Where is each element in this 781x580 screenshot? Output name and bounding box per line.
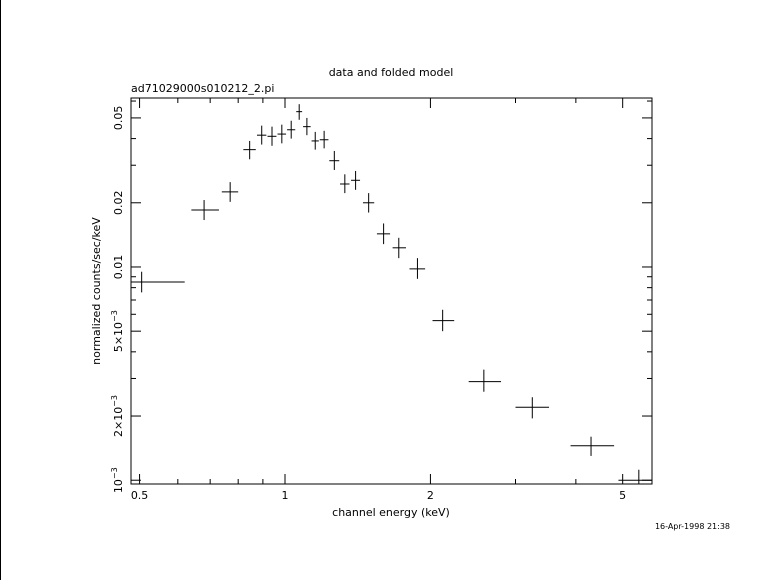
- y-tick-label: 0.02: [112, 191, 125, 216]
- data-point: [340, 174, 350, 194]
- chart-subtitle: ad71029000s010212_2.pi: [131, 82, 274, 95]
- y-tick-label: 0.01: [112, 255, 125, 280]
- data-point: [267, 126, 277, 146]
- data-point: [515, 397, 550, 419]
- x-axis-tick-labels: 0.5 1 2 5: [131, 489, 626, 502]
- chart-title: data and folded model: [329, 66, 454, 79]
- data-point: [409, 258, 426, 279]
- data-point: [191, 200, 219, 221]
- data-point: [468, 369, 502, 392]
- y-tick-label: 10−3: [110, 467, 125, 493]
- data-point: [618, 469, 652, 484]
- data-point: [362, 193, 375, 213]
- x-axis-ticks: [139, 98, 624, 484]
- data-point: [319, 130, 329, 149]
- data-point: [296, 104, 303, 120]
- data-point: [243, 140, 256, 160]
- y-tick-label: 0.05: [112, 106, 125, 131]
- data-point: [376, 223, 391, 245]
- y-tick-label: 2×10−3: [110, 395, 125, 437]
- data-point: [311, 131, 319, 150]
- y-axis-tick-labels: 10−3 2×10−3 5×10−3 0.01 0.02 0.05: [110, 106, 125, 493]
- y-axis-label: normalized counts/sec/keV: [90, 217, 103, 365]
- data-point: [432, 309, 455, 332]
- data-point: [329, 150, 340, 170]
- plot-frame: [130, 97, 653, 485]
- data-point: [351, 170, 361, 190]
- x-tick-label: 2: [427, 489, 434, 502]
- x-tick-label: 0.5: [131, 489, 149, 502]
- x-tick-label: 5: [619, 489, 626, 502]
- data-points: [131, 104, 652, 484]
- window-left-edge: [0, 0, 1, 580]
- x-axis-label: channel energy (keV): [332, 506, 450, 519]
- data-point: [256, 125, 267, 145]
- data-point: [131, 271, 185, 293]
- data-point: [392, 237, 406, 259]
- y-tick-label: 5×10−3: [110, 310, 125, 352]
- data-point: [570, 436, 615, 456]
- y-axis-ticks: [131, 100, 652, 481]
- data-point: [277, 124, 287, 144]
- data-point: [303, 117, 311, 136]
- data-point: [221, 182, 239, 202]
- x-tick-label: 1: [281, 489, 288, 502]
- data-point: [287, 120, 296, 139]
- plot-timestamp: 16-Apr-1998 21:38: [655, 522, 730, 531]
